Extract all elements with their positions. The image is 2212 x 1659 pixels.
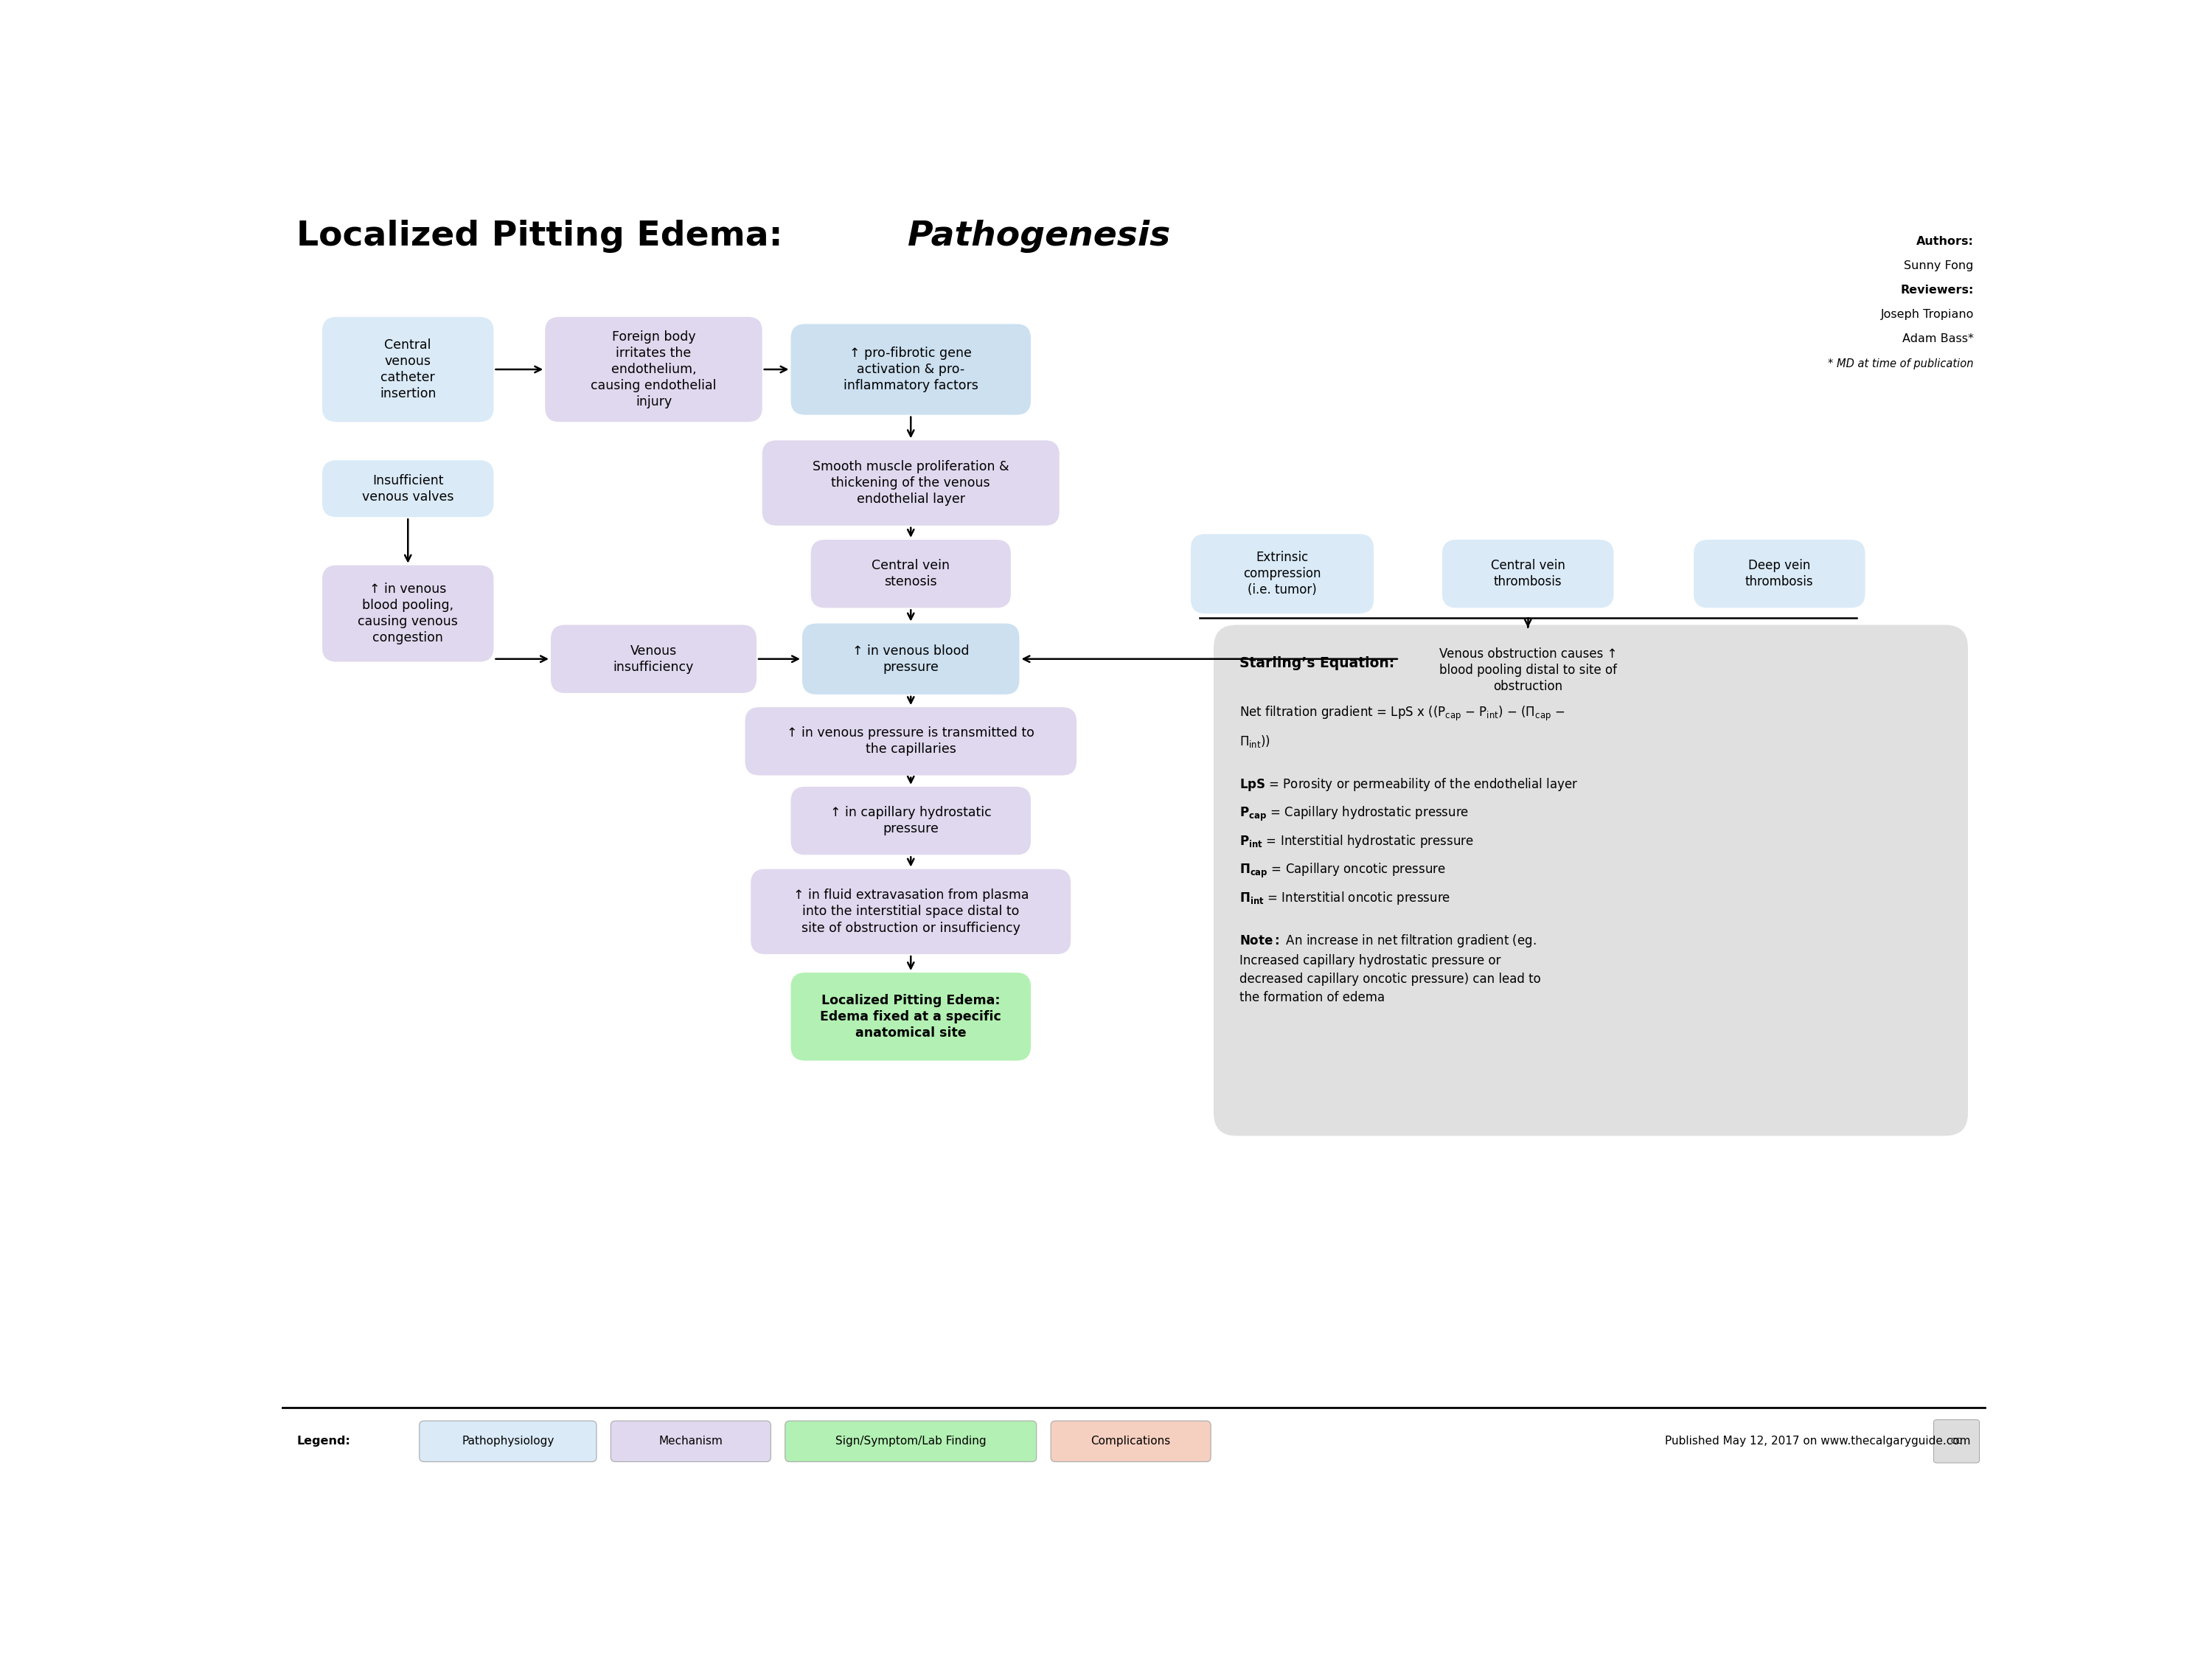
Text: * MD at time of publication: * MD at time of publication [1827,358,1973,368]
FancyBboxPatch shape [1442,539,1613,607]
Text: $\bf{LpS}$ = Porosity or permeability of the endothelial layer: $\bf{LpS}$ = Porosity or permeability of… [1239,776,1577,793]
FancyBboxPatch shape [1933,1420,1980,1463]
Text: Localized Pitting Edema:
Edema fixed at a specific
anatomical site: Localized Pitting Edema: Edema fixed at … [821,994,1002,1040]
FancyBboxPatch shape [323,460,493,518]
Text: ↑ in fluid extravasation from plasma
into the interstitial space distal to
site : ↑ in fluid extravasation from plasma int… [792,889,1029,934]
FancyBboxPatch shape [812,539,1011,607]
Text: Foreign body
irritates the
endothelium,
causing endothelial
injury: Foreign body irritates the endothelium, … [591,330,717,408]
Text: Venous
insufficiency: Venous insufficiency [613,644,695,674]
Text: Joseph Tropiano: Joseph Tropiano [1880,309,1973,320]
FancyBboxPatch shape [785,1420,1037,1462]
Text: Legend:: Legend: [296,1435,349,1447]
Text: Sign/Symptom/Lab Finding: Sign/Symptom/Lab Finding [836,1435,987,1447]
Text: ↑ in capillary hydrostatic
pressure: ↑ in capillary hydrostatic pressure [830,806,991,836]
Text: Central vein
stenosis: Central vein stenosis [872,559,949,589]
Text: $\bf{P}_{\mathregular{\bf{cap}}}$ = Capillary hydrostatic pressure: $\bf{P}_{\mathregular{\bf{cap}}}$ = Capi… [1239,805,1469,823]
FancyBboxPatch shape [745,707,1077,775]
Text: Authors:: Authors: [1916,236,1973,247]
Text: Smooth muscle proliferation &
thickening of the venous
endothelial layer: Smooth muscle proliferation & thickening… [812,460,1009,506]
FancyBboxPatch shape [1051,1420,1210,1462]
Text: Localized Pitting Edema:: Localized Pitting Edema: [296,221,794,254]
Text: Net filtration gradient = LpS x ((P$_{\mathregular{cap}}$ $-$ P$_{\mathregular{i: Net filtration gradient = LpS x ((P$_{\m… [1239,705,1564,722]
FancyBboxPatch shape [1214,625,1969,1136]
FancyBboxPatch shape [420,1420,597,1462]
FancyBboxPatch shape [750,869,1071,954]
Text: Reviewers:: Reviewers: [1900,285,1973,295]
Text: Adam Bass*: Adam Bass* [1902,333,1973,345]
FancyBboxPatch shape [792,324,1031,415]
Text: Pathophysiology: Pathophysiology [462,1435,555,1447]
Text: Sunny Fong: Sunny Fong [1905,260,1973,272]
Text: Mechanism: Mechanism [659,1435,723,1447]
FancyBboxPatch shape [551,625,757,693]
FancyBboxPatch shape [792,972,1031,1060]
Text: Insufficient
venous valves: Insufficient venous valves [363,474,453,503]
Text: Complications: Complications [1091,1435,1170,1447]
FancyBboxPatch shape [1400,627,1657,713]
FancyBboxPatch shape [1694,539,1865,607]
FancyBboxPatch shape [323,317,493,421]
Text: Central vein
thrombosis: Central vein thrombosis [1491,559,1566,589]
Text: Central
venous
catheter
insertion: Central venous catheter insertion [380,338,436,400]
Text: Venous obstruction causes ↑
blood pooling distal to site of
obstruction: Venous obstruction causes ↑ blood poolin… [1438,647,1617,693]
Text: ↑ pro-fibrotic gene
activation & pro-
inflammatory factors: ↑ pro-fibrotic gene activation & pro- in… [843,347,978,393]
FancyBboxPatch shape [803,624,1020,695]
FancyBboxPatch shape [611,1420,770,1462]
Text: $\Pi_{\mathregular{int}}$)): $\Pi_{\mathregular{int}}$)) [1239,733,1270,750]
FancyBboxPatch shape [792,786,1031,854]
Text: Published May 12, 2017 on www.thecalgaryguide.com: Published May 12, 2017 on www.thecalgary… [1666,1435,1971,1447]
FancyBboxPatch shape [1190,534,1374,614]
FancyBboxPatch shape [323,566,493,662]
Text: Starling’s Equation:: Starling’s Equation: [1239,655,1394,670]
Text: ↑ in venous pressure is transmitted to
the capillaries: ↑ in venous pressure is transmitted to t… [787,727,1035,757]
Text: $\bf{P}_{\mathregular{\bf{int}}}$ = Interstitial hydrostatic pressure: $\bf{P}_{\mathregular{\bf{int}}}$ = Inte… [1239,833,1473,849]
FancyBboxPatch shape [763,440,1060,526]
Text: $\bf{\Pi}_{\mathregular{\bf{cap}}}$ = Capillary oncotic pressure: $\bf{\Pi}_{\mathregular{\bf{cap}}}$ = Ca… [1239,861,1447,879]
Text: Pathogenesis: Pathogenesis [907,221,1170,254]
Text: $\bf{Note:}$ An increase in net filtration gradient (eg.
Increased capillary hyd: $\bf{Note:}$ An increase in net filtrati… [1239,932,1542,1004]
FancyBboxPatch shape [544,317,763,421]
Text: $\bf{\Pi}_{\mathregular{\bf{int}}}$ = Interstitial oncotic pressure: $\bf{\Pi}_{\mathregular{\bf{int}}}$ = In… [1239,889,1451,906]
Text: ↑ in venous
blood pooling,
causing venous
congestion: ↑ in venous blood pooling, causing venou… [358,582,458,645]
Text: ↑ in venous blood
pressure: ↑ in venous blood pressure [852,644,969,674]
Text: Deep vein
thrombosis: Deep vein thrombosis [1745,559,1814,589]
Text: Extrinsic
compression
(i.e. tumor): Extrinsic compression (i.e. tumor) [1243,551,1321,597]
Text: CC: CC [1951,1438,1962,1445]
